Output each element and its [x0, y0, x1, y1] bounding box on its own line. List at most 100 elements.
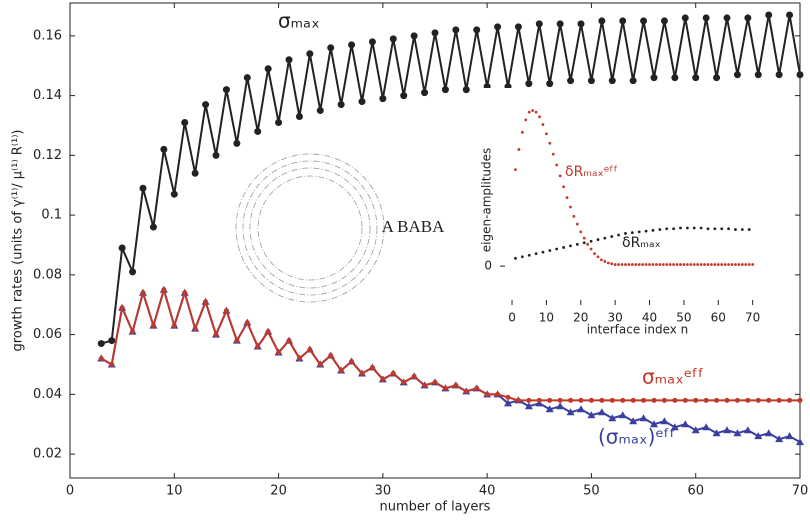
data-point: [586, 242, 590, 246]
data-point: [785, 432, 794, 440]
data-point: [538, 115, 541, 119]
data-point: [745, 397, 751, 403]
x-axis-label: interface index n: [587, 323, 689, 337]
data-point: [637, 230, 641, 234]
data-point: [317, 361, 323, 367]
data-point: [679, 226, 682, 230]
data-point: [129, 268, 137, 276]
x-tick-label: 50: [676, 311, 691, 325]
data-point: [463, 388, 469, 394]
data-point: [150, 323, 156, 329]
data-point: [568, 397, 574, 403]
data-point: [452, 26, 460, 34]
data-point: [495, 391, 501, 397]
data-point: [514, 256, 517, 260]
data-point: [588, 397, 594, 403]
data-point: [655, 263, 658, 266]
data-point: [727, 263, 730, 266]
data-point: [473, 26, 481, 34]
data-point: [520, 255, 524, 259]
data-point: [535, 20, 543, 28]
data-point: [548, 141, 552, 145]
data-point: [109, 361, 115, 367]
data-point: [754, 432, 763, 440]
data-point: [182, 290, 188, 296]
data-point: [661, 397, 667, 403]
data-point: [555, 247, 559, 251]
data-point: [703, 263, 706, 266]
data-point: [565, 196, 569, 200]
data-point: [547, 397, 553, 403]
data-point: [651, 263, 655, 266]
data-point: [724, 397, 730, 403]
data-point: [421, 89, 429, 97]
data-point: [714, 397, 720, 403]
data-point: [548, 249, 552, 252]
data-point: [589, 247, 593, 251]
data-point: [712, 429, 721, 437]
data-point: [797, 397, 803, 403]
data-point: [369, 364, 375, 370]
data-point: [255, 344, 261, 350]
data-point: [620, 263, 624, 266]
x-tick-label: 40: [479, 484, 496, 499]
data-point: [670, 423, 679, 431]
data-point: [181, 118, 189, 126]
data-point: [587, 77, 595, 85]
data-point: [545, 405, 554, 413]
x-tick-label: 60: [687, 484, 704, 499]
data-point: [624, 232, 627, 235]
data-point: [641, 263, 645, 266]
data-point: [776, 397, 782, 403]
data-point: [368, 38, 376, 46]
data-point: [617, 263, 620, 266]
data-point: [358, 98, 366, 106]
data-point: [796, 71, 804, 79]
data-point: [337, 101, 345, 109]
data-point: [191, 169, 199, 177]
data-point: [275, 118, 283, 126]
data-point: [130, 329, 136, 335]
data-point: [442, 385, 448, 391]
data-point: [234, 338, 240, 344]
data-point: [796, 438, 804, 446]
y-tick-label: 0.08: [33, 267, 62, 282]
data-point: [484, 391, 490, 397]
data-point: [233, 139, 241, 147]
data-point: [569, 244, 572, 248]
x-tick-label: 70: [792, 484, 809, 499]
data-point: [462, 86, 470, 94]
data-point: [541, 123, 545, 126]
data-point: [575, 222, 579, 226]
data-point: [526, 397, 532, 403]
data-point: [641, 397, 647, 403]
data-point: [140, 290, 146, 296]
x-tick-label: 10: [539, 311, 554, 325]
data-point: [751, 263, 755, 266]
data-point: [720, 263, 724, 266]
data-point: [608, 77, 616, 85]
data-point: [527, 110, 531, 114]
annotation: A BABA: [382, 217, 446, 236]
data-point: [755, 397, 761, 403]
y-tick-label: 0.06: [33, 327, 62, 342]
data-point: [348, 41, 356, 49]
data-point: [557, 397, 563, 403]
data-point: [723, 14, 731, 22]
data-point: [665, 263, 669, 266]
data-point: [222, 86, 230, 94]
data-point: [202, 101, 210, 109]
data-point: [589, 239, 593, 243]
data-point: [401, 379, 407, 385]
data-point: [596, 238, 600, 242]
data-point: [410, 32, 418, 40]
data-point: [149, 223, 157, 231]
series-label: δRₘₐₓᵉᶠᶠ: [565, 164, 618, 180]
data-point: [692, 226, 696, 230]
data-point: [679, 263, 682, 266]
data-point: [422, 382, 428, 388]
data-point: [379, 95, 387, 103]
data-point: [703, 397, 709, 403]
data-point: [743, 426, 752, 434]
data-point: [556, 402, 565, 410]
